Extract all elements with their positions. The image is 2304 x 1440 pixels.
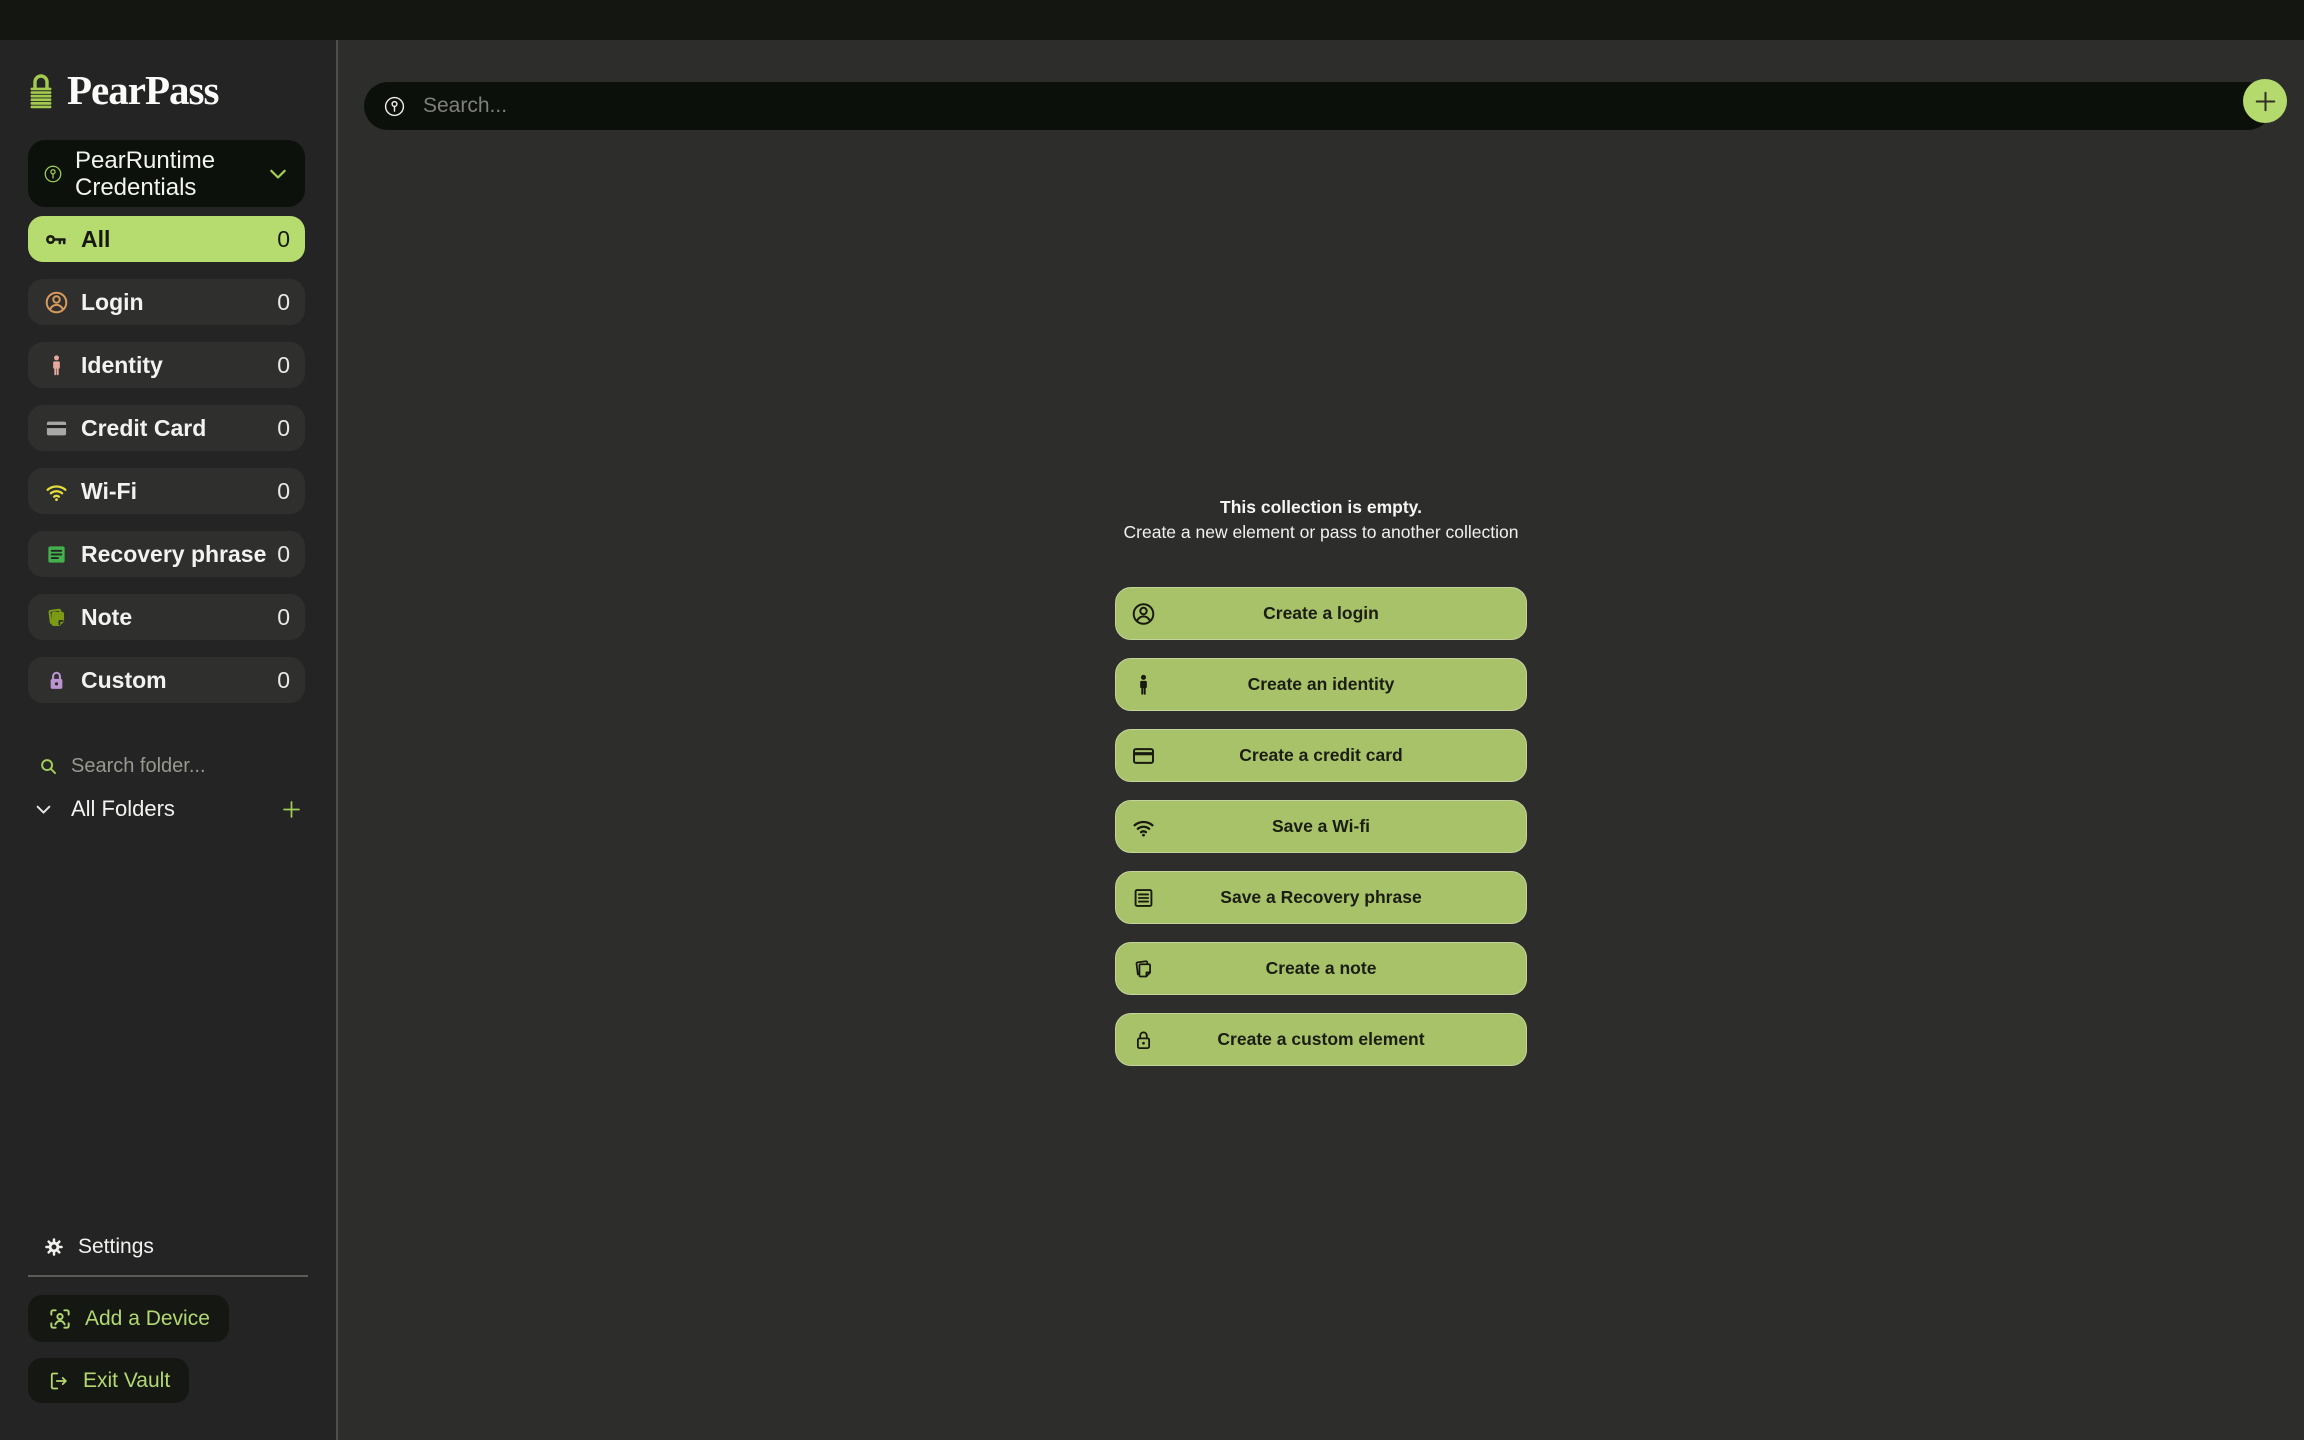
add-item-button[interactable] bbox=[2243, 79, 2287, 123]
action-save-a-recovery-phrase[interactable]: Save a Recovery phrase bbox=[1115, 871, 1527, 924]
action-create-a-credit-card[interactable]: Create a credit card bbox=[1115, 729, 1527, 782]
gear-icon bbox=[43, 1236, 65, 1258]
exit-vault-button[interactable]: Exit Vault bbox=[28, 1358, 190, 1403]
action-save-a-wi-fi[interactable]: Save a Wi-fi bbox=[1115, 800, 1527, 853]
category-count: 0 bbox=[277, 477, 290, 504]
lock-icon bbox=[1131, 1027, 1156, 1052]
vault-name: PearRuntime Credentials bbox=[75, 146, 216, 201]
key-icon bbox=[44, 227, 69, 252]
plus-icon bbox=[2252, 88, 2279, 115]
divider bbox=[28, 1275, 308, 1277]
sidebar-category-recovery-phrase[interactable]: Recovery phrase 0 bbox=[28, 531, 305, 577]
category-label: Recovery phrase bbox=[81, 540, 267, 567]
person-icon bbox=[1131, 672, 1156, 697]
add-device-button[interactable]: Add a Device bbox=[28, 1295, 229, 1342]
sidebar-category-note[interactable]: Note 0 bbox=[28, 594, 305, 640]
category-count: 0 bbox=[277, 603, 290, 630]
action-buttons: Create a login Create an identity Create… bbox=[1115, 587, 1527, 1066]
search-key-icon bbox=[383, 95, 406, 118]
search-placeholder: Search... bbox=[423, 94, 508, 117]
recovery-list-icon bbox=[1131, 885, 1156, 910]
exit-icon bbox=[47, 1369, 71, 1393]
wifi-icon bbox=[44, 479, 69, 504]
empty-state-title: This collection is empty. bbox=[1220, 497, 1422, 517]
action-create-a-login[interactable]: Create a login bbox=[1115, 587, 1527, 640]
credit-card-icon bbox=[1131, 743, 1156, 768]
empty-state-subtitle: Create a new element or pass to another … bbox=[1123, 522, 1519, 542]
category-label: Identity bbox=[81, 351, 163, 378]
category-label: Wi-Fi bbox=[81, 477, 137, 504]
category-count: 0 bbox=[277, 225, 290, 252]
main-area: Search... This collection is empty. Crea… bbox=[338, 40, 2304, 1440]
vault-selector[interactable]: PearRuntime Credentials bbox=[28, 140, 305, 207]
app-title: PearPass bbox=[67, 67, 219, 113]
action-label: Save a Wi-fi bbox=[1271, 816, 1371, 836]
lock-icon bbox=[44, 668, 69, 693]
category-count: 0 bbox=[277, 351, 290, 378]
search-icon bbox=[38, 756, 59, 777]
window-titlebar bbox=[0, 0, 2304, 40]
folder-search-input[interactable]: Search folder... bbox=[38, 753, 206, 779]
user-circle-icon bbox=[1131, 601, 1156, 626]
sidebar-category-custom[interactable]: Custom 0 bbox=[28, 657, 305, 703]
add-device-label: Add a Device bbox=[85, 1306, 210, 1330]
settings-button[interactable]: Settings bbox=[43, 1233, 154, 1261]
category-label: Login bbox=[81, 288, 144, 315]
action-label: Save a Recovery phrase bbox=[1220, 887, 1422, 907]
sidebar: PearPass PearRuntime Credentials All 0 L… bbox=[0, 40, 338, 1440]
folder-search-placeholder: Search folder... bbox=[71, 754, 206, 777]
search-bar[interactable]: Search... bbox=[364, 82, 2272, 130]
action-create-a-custom-element[interactable]: Create a custom element bbox=[1115, 1013, 1527, 1066]
folders-header-label: All Folders bbox=[71, 796, 175, 821]
sidebar-category-all[interactable]: All 0 bbox=[28, 216, 305, 262]
category-list: All 0 Login 0 Identity 0 Credit Card 0 W… bbox=[28, 216, 305, 703]
note-icon bbox=[44, 605, 69, 630]
chevron-down-icon[interactable] bbox=[33, 799, 54, 820]
add-folder-icon[interactable] bbox=[280, 798, 303, 821]
settings-label: Settings bbox=[78, 1235, 154, 1258]
category-count: 0 bbox=[277, 666, 290, 693]
action-create-an-identity[interactable]: Create an identity bbox=[1115, 658, 1527, 711]
recovery-list-icon bbox=[44, 542, 69, 567]
folders-header-row: All Folders bbox=[33, 796, 303, 822]
user-circle-icon bbox=[44, 290, 69, 315]
sidebar-category-identity[interactable]: Identity 0 bbox=[28, 342, 305, 388]
person-icon bbox=[44, 353, 69, 378]
category-label: Note bbox=[81, 603, 133, 630]
action-label: Create an identity bbox=[1247, 674, 1395, 694]
category-label: Custom bbox=[81, 666, 167, 693]
category-label: Credit Card bbox=[81, 414, 207, 441]
action-label: Create a custom element bbox=[1217, 1029, 1425, 1049]
category-count: 0 bbox=[277, 414, 290, 441]
note-icon bbox=[1131, 956, 1156, 981]
vault-key-icon bbox=[43, 164, 63, 184]
category-count: 0 bbox=[277, 540, 290, 567]
action-label: Create a credit card bbox=[1239, 745, 1403, 765]
add-device-icon bbox=[47, 1306, 73, 1332]
category-count: 0 bbox=[277, 288, 290, 315]
pearpass-lock-logo-icon bbox=[28, 72, 54, 110]
action-label: Create a note bbox=[1265, 958, 1377, 978]
action-label: Create a login bbox=[1263, 603, 1379, 623]
action-create-a-note[interactable]: Create a note bbox=[1115, 942, 1527, 995]
chevron-down-icon bbox=[266, 162, 290, 186]
credit-card-icon bbox=[44, 416, 69, 441]
exit-vault-label: Exit Vault bbox=[83, 1368, 171, 1392]
app-logo: PearPass bbox=[28, 67, 219, 113]
category-label: All bbox=[81, 225, 111, 252]
sidebar-category-credit-card[interactable]: Credit Card 0 bbox=[28, 405, 305, 451]
wifi-icon bbox=[1131, 814, 1156, 839]
sidebar-category-wi-fi[interactable]: Wi-Fi 0 bbox=[28, 468, 305, 514]
empty-state: This collection is empty. Create a new e… bbox=[338, 495, 2304, 1066]
sidebar-category-login[interactable]: Login 0 bbox=[28, 279, 305, 325]
